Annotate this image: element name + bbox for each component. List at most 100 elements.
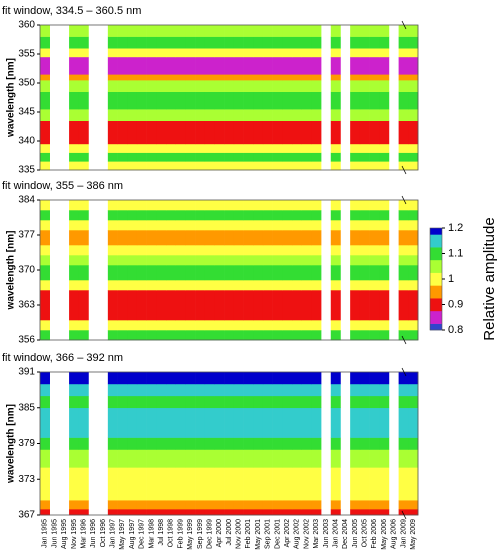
cell [262,500,273,510]
heatmap [40,200,419,341]
cell [166,500,176,510]
cell [272,265,283,281]
y-axis-label: wavelength [nm] [6,231,17,311]
cell [136,80,147,92]
cell [156,245,167,256]
cell [233,36,244,49]
cell [166,467,176,501]
cell [272,161,283,171]
cell [195,255,206,266]
cell [127,210,138,221]
cell [253,109,264,121]
cell [175,407,186,438]
cell [214,467,225,501]
cell [204,449,215,468]
cell [40,91,50,110]
x-tick-label: Feb 2006 [371,519,378,549]
cell [117,509,128,516]
cell [185,152,196,162]
cell [156,437,167,450]
cell [330,161,341,171]
cell [301,91,312,110]
cell [253,265,264,281]
cell [233,449,244,468]
cell [204,91,215,110]
cell [214,48,225,58]
cell [330,120,341,145]
cell [369,143,380,153]
cell [282,407,293,438]
cell [195,109,206,121]
cell [330,395,341,409]
cell [224,109,235,121]
cell [224,265,235,281]
cell [204,210,215,221]
cell [117,220,128,231]
cell [350,320,361,331]
cell [282,143,293,153]
cell [243,280,254,291]
y-tick-label: 373 [18,474,35,485]
cell [359,36,370,49]
cell [233,143,244,153]
cell [224,36,235,49]
cell [272,48,283,58]
cell [292,255,302,266]
cell [69,245,80,256]
cell [262,437,273,450]
cell [69,509,80,516]
cell [292,290,302,321]
cell [78,449,89,468]
cell [292,230,302,246]
cell [40,500,50,510]
cell [282,290,293,321]
cell [330,80,341,92]
cell [69,200,80,211]
cell [78,395,89,409]
cell [301,25,312,37]
cell [175,74,186,81]
cell [359,152,370,162]
cell [359,91,370,110]
x-tick-label: Feb 2001 [245,519,252,549]
cell [350,210,361,221]
cell [253,509,264,516]
cell [311,200,322,211]
cell [127,143,138,153]
cell [204,255,215,266]
cell [146,280,157,291]
cell [262,143,273,153]
cell [379,91,390,110]
cell [204,245,215,256]
cell [204,120,215,145]
cell [359,437,370,450]
cell [69,320,80,331]
cell [175,143,186,153]
cell [185,109,196,121]
x-tick-label: Aug 2006 [391,519,398,549]
cell [311,48,322,58]
cell [175,500,186,510]
cell [330,280,341,291]
cell [224,290,235,321]
cell [398,290,409,321]
cell [166,449,176,468]
cell [233,330,244,341]
cell [40,230,50,246]
cell [107,467,118,501]
cell [175,210,186,221]
panel-title: fit window, 334.5 – 360.5 nm [2,5,141,17]
cell [350,500,361,510]
cell [185,91,196,110]
x-tick-label: Dec 2001 [274,519,281,549]
cell [369,449,380,468]
cell [136,280,147,291]
cell [253,161,264,171]
cell [253,290,264,321]
cell [107,509,118,516]
cell [166,210,176,221]
cell [136,395,147,409]
cell [350,509,361,516]
cell [166,25,176,37]
cell [204,372,215,385]
